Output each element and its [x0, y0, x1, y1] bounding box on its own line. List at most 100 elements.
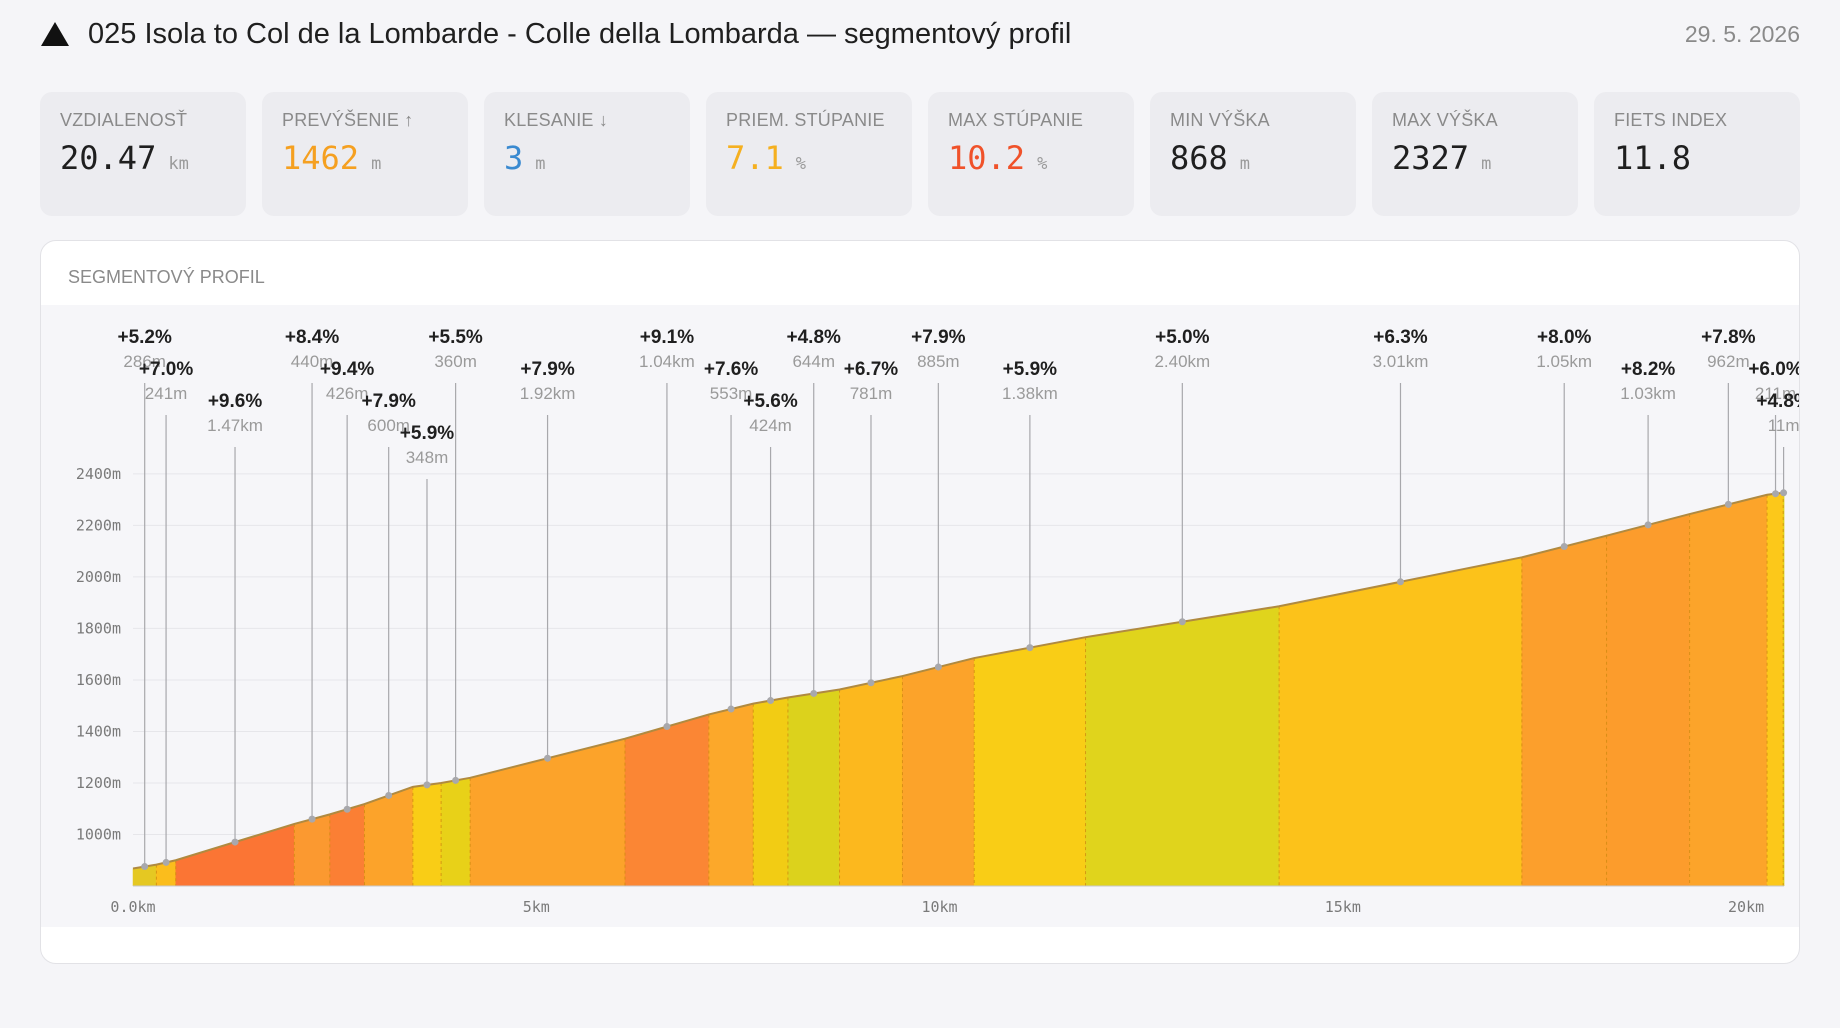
segment-marker [767, 697, 775, 705]
segment-marker [343, 805, 351, 813]
segment-grade-label: +5.6% [743, 391, 798, 412]
segment-marker [1396, 578, 1404, 586]
segment-marker [452, 776, 460, 784]
segment-grade-label: +8.0% [1537, 327, 1592, 348]
segment-length-label: 600m [367, 416, 410, 435]
segment-marker [1780, 489, 1788, 497]
segment-marker [385, 791, 393, 799]
segment-marker [141, 863, 149, 871]
stat-unit: % [1037, 154, 1048, 174]
stat-value: 1462 [282, 139, 360, 177]
segment-grade-label: +7.6% [704, 359, 759, 380]
segment-length-label: 1.38km [1002, 384, 1058, 403]
segment-area [1606, 513, 1690, 887]
segment-area [973, 636, 1086, 887]
stat-label: MAX VÝŠKA [1392, 110, 1498, 130]
stat-label: KLESANIE ↓ [504, 110, 609, 130]
segment-length-label: 440m [291, 352, 334, 371]
segment-area [412, 782, 442, 887]
date-label: 29. 5. 2026 [1684, 20, 1800, 47]
segment-marker [1644, 521, 1652, 529]
segment-grade-label: +8.4% [285, 327, 340, 348]
segment-area [1689, 494, 1768, 887]
stat-label: MAX STÚPANIE [948, 110, 1084, 130]
segment-area [839, 675, 903, 887]
y-tick-label: 1600m [76, 671, 121, 689]
segment-length-label: 424m [749, 416, 792, 435]
y-tick-label: 1000m [76, 825, 121, 843]
stats-row: VZDIALENOSŤ 20.47 km PREVÝŠENIE ↑ 1462 m K… [40, 92, 1800, 216]
stat-label: FIETS INDEX [1614, 110, 1728, 130]
segment-area [902, 657, 975, 887]
stat-label: VZDIALENOSŤ [60, 110, 188, 130]
stat-avg-gradient: PRIEM. STÚPANIE 7.1% [706, 92, 912, 216]
stat-label: MIN VÝŠKA [1170, 110, 1270, 130]
segment-length-label: 426m [326, 384, 369, 403]
y-tick-label: 1400m [76, 722, 121, 740]
page-title: 025 Isola to Col de la Lombarde - Colle … [88, 17, 1072, 50]
segment-marker [423, 781, 431, 789]
segment-grade-label: +9.6% [208, 391, 263, 412]
stat-unit: m [1239, 154, 1251, 174]
stat-distance: VZDIALENOSŤ 20.47 km [40, 92, 246, 216]
stat-unit: km [168, 154, 189, 174]
segment-area [1766, 492, 1785, 887]
segment-marker [867, 679, 875, 687]
segment-area [752, 697, 789, 887]
segment-area [624, 714, 710, 887]
stat-value: 11.8 [1614, 139, 1692, 177]
segment-grade-label: +4.8% [1756, 391, 1800, 412]
stat-value: 2327 [1392, 139, 1470, 177]
segment-grade-label: +9.1% [640, 327, 695, 348]
mountain-icon [41, 22, 69, 46]
segment-marker [934, 663, 942, 671]
profile-outline [132, 491, 1785, 870]
segment-length-label: 885m [917, 352, 960, 371]
card-title: SEGMENTOVÝ PROFIL [68, 267, 265, 287]
segment-length-label: 2.40km [1154, 352, 1210, 371]
segment-length-label: 644m [792, 352, 835, 371]
segment-marker [231, 838, 239, 846]
x-tick-label: 20km [1728, 898, 1764, 916]
segment-marker [1772, 490, 1780, 498]
segment-length-label: 1.47km [207, 416, 263, 435]
segment-grade-label: +7.9% [911, 327, 966, 348]
stat-unit: % [795, 154, 807, 174]
segment-area [329, 803, 365, 887]
segment-grade-label: +5.9% [1003, 359, 1058, 380]
segment-length-label: 241m [145, 384, 188, 403]
segment-grade-label: +5.2% [117, 327, 172, 348]
stat-value: 868 [1170, 139, 1228, 177]
header: 025 Isola to Col de la Lombarde - Colle … [40, 14, 1800, 54]
segment-grade-label: +7.9% [520, 359, 575, 380]
stat-value: 10.2 [948, 139, 1026, 177]
segment-length-label: 360m [434, 352, 477, 371]
y-tick-label: 1200m [76, 774, 121, 792]
segment-marker [1724, 500, 1732, 508]
stat-value: 3 [504, 139, 524, 177]
segment-area [1521, 535, 1607, 887]
segment-grade-label: +8.2% [1621, 359, 1676, 380]
stat-fiets-index: FIETS INDEX 11.8 [1594, 92, 1800, 216]
y-tick-label: 2000m [76, 568, 121, 586]
stat-max-elevation: MAX VÝŠKA 2327 m [1372, 92, 1578, 216]
segment-area [1085, 605, 1280, 887]
segment-area [787, 689, 840, 887]
x-tick-label: 15km [1325, 898, 1361, 916]
segment-area [1782, 492, 1785, 887]
segment-length-label: 1.04km [639, 352, 695, 371]
segment-length-label: 348m [406, 448, 449, 467]
segment-marker [1178, 618, 1186, 626]
stat-unit: m [535, 154, 546, 174]
segment-marker [1026, 644, 1034, 652]
segment-grade-label: +4.8% [787, 327, 842, 348]
stat-elevation-gain: PREVÝŠENIE ↑ 1462 m [262, 92, 468, 216]
segment-length-label: 1.92km [520, 384, 576, 403]
stat-value: 7.1 [726, 139, 784, 177]
segment-marker [727, 705, 735, 713]
stat-unit: m [1481, 154, 1492, 174]
stat-unit: m [371, 154, 382, 174]
segment-marker [663, 723, 671, 731]
profile-card: SEGMENTOVÝ PROFIL 1000m 1200m 1400m 1600m 18… [40, 240, 1800, 964]
segment-length-label: 3.01km [1373, 352, 1429, 371]
